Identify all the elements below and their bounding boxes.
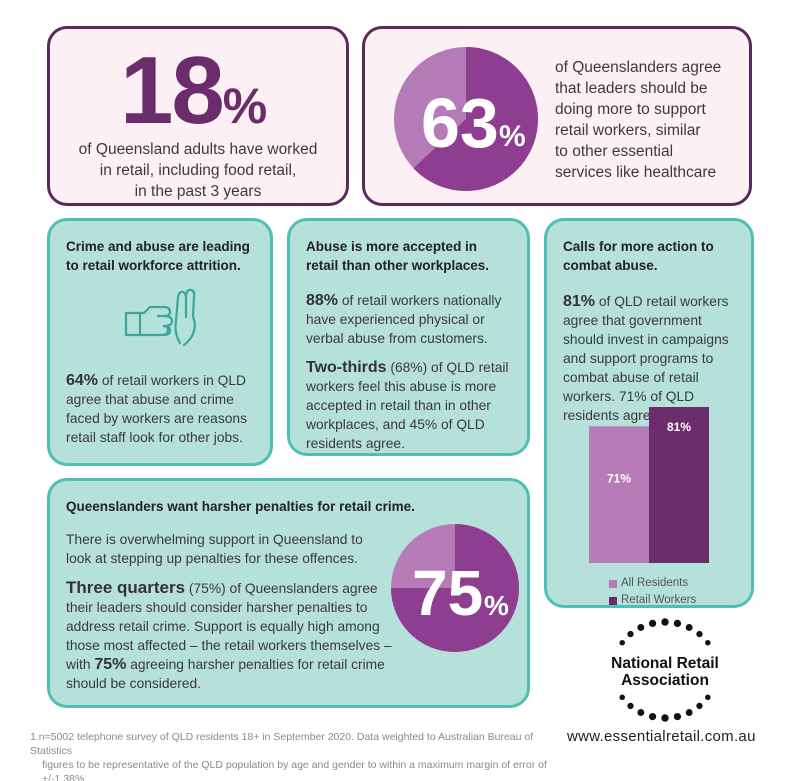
logo-dot xyxy=(685,709,693,716)
nra-logo-text: National Retail Association xyxy=(602,655,728,689)
stat-line: that leaders should be xyxy=(555,80,708,97)
pie-slice xyxy=(413,47,538,191)
stat-line: of Queenslanders agree xyxy=(555,59,722,76)
card-abuse-accepted: Abuse is more accepted in retail than ot… xyxy=(287,218,530,456)
footnote: 1.n=5002 telephone survey of QLD residen… xyxy=(30,730,560,781)
logo-line: Association xyxy=(621,672,709,689)
card-workforce-attrition: Crime and abuse are leading to retail wo… xyxy=(47,218,273,466)
stat-18-percent: 18% xyxy=(120,43,267,139)
stat-text: agreeing harsher penalties for retail cr… xyxy=(66,657,385,691)
pie-chart-75: 75 % xyxy=(391,524,519,652)
legend-item: All Residents xyxy=(609,575,696,592)
stat-highlight: Two-thirds xyxy=(306,359,387,376)
stat-text: of retail workers nationally have experi… xyxy=(306,293,502,346)
stat-line: in retail, including food retail, xyxy=(99,162,297,179)
card-body: Three quarters (75%) of Queenslanders ag… xyxy=(66,578,396,693)
pie-slice xyxy=(391,524,519,652)
logo-dot xyxy=(705,694,711,701)
stat-highlight: Three quarters xyxy=(66,578,186,597)
chart-legend: All Residents Retail Workers xyxy=(609,575,696,609)
logo-dot xyxy=(637,624,645,631)
card-body: There is overwhelming support in Queensl… xyxy=(66,532,363,566)
card-heading: Abuse is more accepted in retail than ot… xyxy=(306,239,490,273)
legend-label: Retail Workers xyxy=(621,594,697,606)
logo-dot xyxy=(685,624,693,631)
card-heading: Crime and abuse are leading to retail wo… xyxy=(66,239,250,273)
stat-description: of Queenslanders agree that leaders shou… xyxy=(555,57,745,183)
bar-chart: 71% 81% xyxy=(589,407,709,563)
pie-number: 63 xyxy=(421,84,499,162)
logo-dot xyxy=(627,630,634,638)
logo-dot xyxy=(619,639,625,646)
logo-line: National Retail xyxy=(611,655,719,672)
pie-percent: % xyxy=(499,120,526,153)
stat-highlight: 88% xyxy=(306,292,339,309)
legend-swatch xyxy=(609,596,617,605)
card-calls-for-action: Calls for more action to combat abuse. 8… xyxy=(544,218,754,608)
stat-line: retail workers, similar xyxy=(555,122,701,139)
logo-dot xyxy=(696,630,703,638)
stat-line: in the past 3 years xyxy=(134,183,262,200)
logo-dot xyxy=(661,714,669,722)
pie-percent: % xyxy=(484,590,509,621)
nra-logo-dots xyxy=(619,618,711,722)
card-harsher-penalties: Queenslanders want harsher penalties for… xyxy=(47,478,530,708)
card-body: Two-thirds (68%) of QLD retail workers f… xyxy=(306,358,511,453)
stat-number: 18 xyxy=(120,37,225,144)
logo-dot xyxy=(637,709,645,716)
logo-dot xyxy=(705,639,711,646)
stat-line: of Queensland adults have worked xyxy=(78,141,318,158)
bar-data-label: 71% xyxy=(607,471,631,485)
stat-line: services like healthcare xyxy=(555,164,717,181)
pie-number: 75 xyxy=(412,557,483,629)
card-body: 88% of retail workers nationally have ex… xyxy=(306,291,511,348)
stat-description: of Queensland adults have worked in reta… xyxy=(50,139,346,202)
stat-highlight: 64% xyxy=(66,372,99,389)
bar-retail-workers xyxy=(649,407,709,563)
stat-card-leaders-support: 63 % of Queenslanders agree that leaders… xyxy=(362,26,752,206)
logo-dot xyxy=(661,618,669,626)
card-heading: Calls for more action to combat abuse. xyxy=(563,239,714,273)
logo-dot xyxy=(619,694,625,701)
stat-text: (75%) of Queenslanders agree their leade… xyxy=(66,581,392,672)
bar-data-label: 81% xyxy=(667,420,691,434)
legend-swatch xyxy=(609,579,617,588)
website-url[interactable]: www.essentialretail.com.au xyxy=(567,728,756,745)
stat-text: of QLD retail workers agree that governm… xyxy=(563,294,729,423)
logo-dot xyxy=(673,712,682,721)
stat-line: to other essential xyxy=(555,143,674,160)
logo-dot xyxy=(648,619,657,628)
logo-dot xyxy=(696,702,703,710)
stat-highlight: 81% xyxy=(563,293,596,310)
logo-dot xyxy=(627,702,634,710)
footnote-line: 1.n=5002 telephone survey of QLD residen… xyxy=(30,731,534,757)
fist-and-hand-icon xyxy=(124,288,196,347)
stat-text: (68%) of QLD retail workers feel this ab… xyxy=(306,360,509,451)
legend-label: All Residents xyxy=(621,577,689,589)
stat-card-worked-in-retail: 18% of Queensland adults have worked in … xyxy=(47,26,349,206)
stat-line: doing more to support xyxy=(555,101,706,118)
pie-chart-63: 63 % xyxy=(394,47,538,191)
card-body: 81% of QLD retail workers agree that gov… xyxy=(563,292,735,425)
card-body: 64% of retail workers in QLD agree that … xyxy=(66,371,266,447)
card-heading: Queenslanders want harsher penalties for… xyxy=(66,499,415,514)
logo-dot xyxy=(648,712,657,721)
stat-highlight: 75% xyxy=(94,656,127,673)
footnote-line: figures to be representative of the QLD … xyxy=(42,759,547,781)
logo-dot xyxy=(673,619,682,628)
bar-all-residents xyxy=(589,426,649,563)
stat-percent: % xyxy=(222,78,268,134)
legend-item: Retail Workers xyxy=(609,592,696,609)
stat-text: of retail workers in QLD agree that abus… xyxy=(66,373,247,445)
